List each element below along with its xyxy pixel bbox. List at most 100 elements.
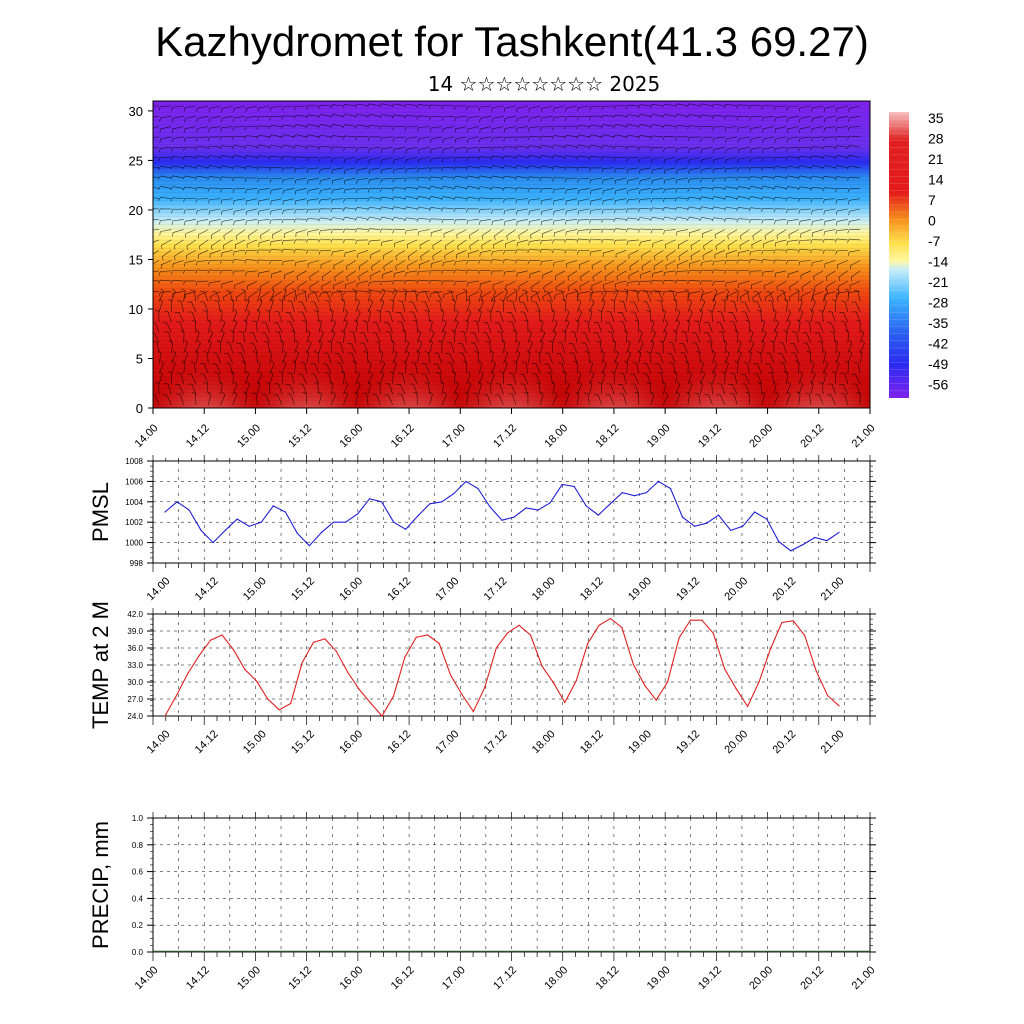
wind-barb-flag xyxy=(773,249,776,254)
wind-barb xyxy=(221,116,233,119)
wind-barb xyxy=(234,135,246,138)
wind-barb-flag xyxy=(392,178,395,183)
wind-barb-flag xyxy=(477,186,481,191)
wind-barb xyxy=(615,134,627,138)
wind-barb-flag xyxy=(600,134,604,139)
wind-barb xyxy=(576,384,582,395)
wind-barb xyxy=(355,301,360,313)
wind-barb xyxy=(441,332,446,344)
wind-barb xyxy=(191,383,197,395)
wind-barb-flag xyxy=(221,252,223,257)
wind-barb-flag xyxy=(354,319,358,323)
x-tick-label: 17.12 xyxy=(491,964,519,992)
wind-barb-flag xyxy=(662,207,665,211)
wind-barb xyxy=(321,280,332,287)
wind-barb-flag xyxy=(486,309,491,312)
wind-barb-flag xyxy=(428,176,432,181)
wind-barb-flag xyxy=(748,105,751,110)
wind-barb xyxy=(340,342,344,354)
wind-barb xyxy=(469,239,479,247)
wind-barb xyxy=(301,373,307,385)
wind-barb xyxy=(615,280,627,284)
wind-barb-flag xyxy=(575,319,580,322)
wind-barb xyxy=(291,373,295,385)
colorbar-label: -7 xyxy=(928,233,941,249)
wind-barb-flag xyxy=(725,288,729,292)
wind-barb-flag xyxy=(553,329,557,333)
wind-barb-flag xyxy=(773,259,776,264)
wind-barb xyxy=(787,126,799,130)
wind-barb-flag xyxy=(747,350,752,353)
wind-barb-flag xyxy=(789,287,791,292)
wind-barb xyxy=(601,352,605,364)
x-tick-label: 19.12 xyxy=(696,964,724,992)
wind-barb xyxy=(689,196,701,199)
wind-barb xyxy=(554,155,565,158)
wind-barb-flag xyxy=(208,282,210,287)
wind-barb xyxy=(615,198,627,201)
wind-barb-flag xyxy=(331,292,333,297)
wind-barb xyxy=(186,239,197,247)
wind-barb-flag xyxy=(848,211,850,216)
x-tick-label: 15.12 xyxy=(286,964,314,992)
wind-barb-flag xyxy=(527,176,530,181)
wind-barb-flag xyxy=(853,362,858,364)
wind-barb-flag xyxy=(530,287,533,292)
wind-barb-flag xyxy=(478,106,481,111)
wind-barb-flag xyxy=(613,114,616,119)
wind-barb xyxy=(258,144,270,148)
wind-barb-flag xyxy=(774,138,776,143)
wind-barb xyxy=(480,126,492,130)
wind-barb xyxy=(357,103,369,107)
wind-barb-flag xyxy=(551,155,555,159)
wind-barb-flag xyxy=(613,134,616,139)
x-tick-label: 18.00 xyxy=(542,964,570,992)
wind-barb-flag xyxy=(734,288,739,292)
wind-barb xyxy=(634,311,639,323)
wind-barb xyxy=(627,146,639,148)
wind-barb xyxy=(652,188,664,191)
wind-barb-flag xyxy=(625,228,628,233)
wind-barb xyxy=(664,216,676,220)
wind-barb-flag xyxy=(416,104,419,109)
wind-barb xyxy=(812,116,824,119)
wind-barb xyxy=(284,229,295,235)
wind-barb xyxy=(787,186,799,189)
wind-barb-flag xyxy=(812,370,816,375)
wind-barb xyxy=(171,342,174,354)
wind-barb-flag xyxy=(784,298,788,302)
wind-barb xyxy=(736,342,742,354)
wind-barb-flag xyxy=(429,158,432,163)
wind-barb xyxy=(530,280,541,288)
wind-barb xyxy=(153,116,160,118)
wind-barb xyxy=(831,311,836,323)
wind-barb-flag xyxy=(417,292,419,297)
wind-barb xyxy=(856,383,861,395)
wind-barb xyxy=(822,352,827,364)
wind-barb-flag xyxy=(275,331,280,333)
wind-barb xyxy=(800,229,812,235)
wind-barb xyxy=(394,167,406,170)
wind-barb xyxy=(646,291,652,302)
wind-barb-flag xyxy=(623,329,628,333)
wind-barb-flag xyxy=(158,166,161,170)
wind-barb-flag xyxy=(196,210,198,215)
temp-point xyxy=(747,705,749,708)
wind-barb-flag xyxy=(455,319,459,323)
wind-barb-flag xyxy=(845,360,850,364)
wind-barb xyxy=(724,291,729,302)
wind-barb-flag xyxy=(835,230,838,235)
wind-barb-flag xyxy=(861,340,865,344)
wind-barb xyxy=(590,124,602,127)
wind-barb-flag xyxy=(453,105,456,110)
y-tick-label: 27.0 xyxy=(127,695,143,704)
wind-barb xyxy=(849,280,861,286)
wind-barb-flag xyxy=(256,134,260,139)
wind-barb xyxy=(761,321,765,333)
pmsl-point xyxy=(790,550,792,552)
wind-barb-flag xyxy=(629,266,631,271)
wind-barb xyxy=(320,157,332,159)
wind-barb-flag xyxy=(502,146,505,151)
wind-barb-flag xyxy=(674,197,678,202)
wind-barb-flag xyxy=(650,113,653,118)
